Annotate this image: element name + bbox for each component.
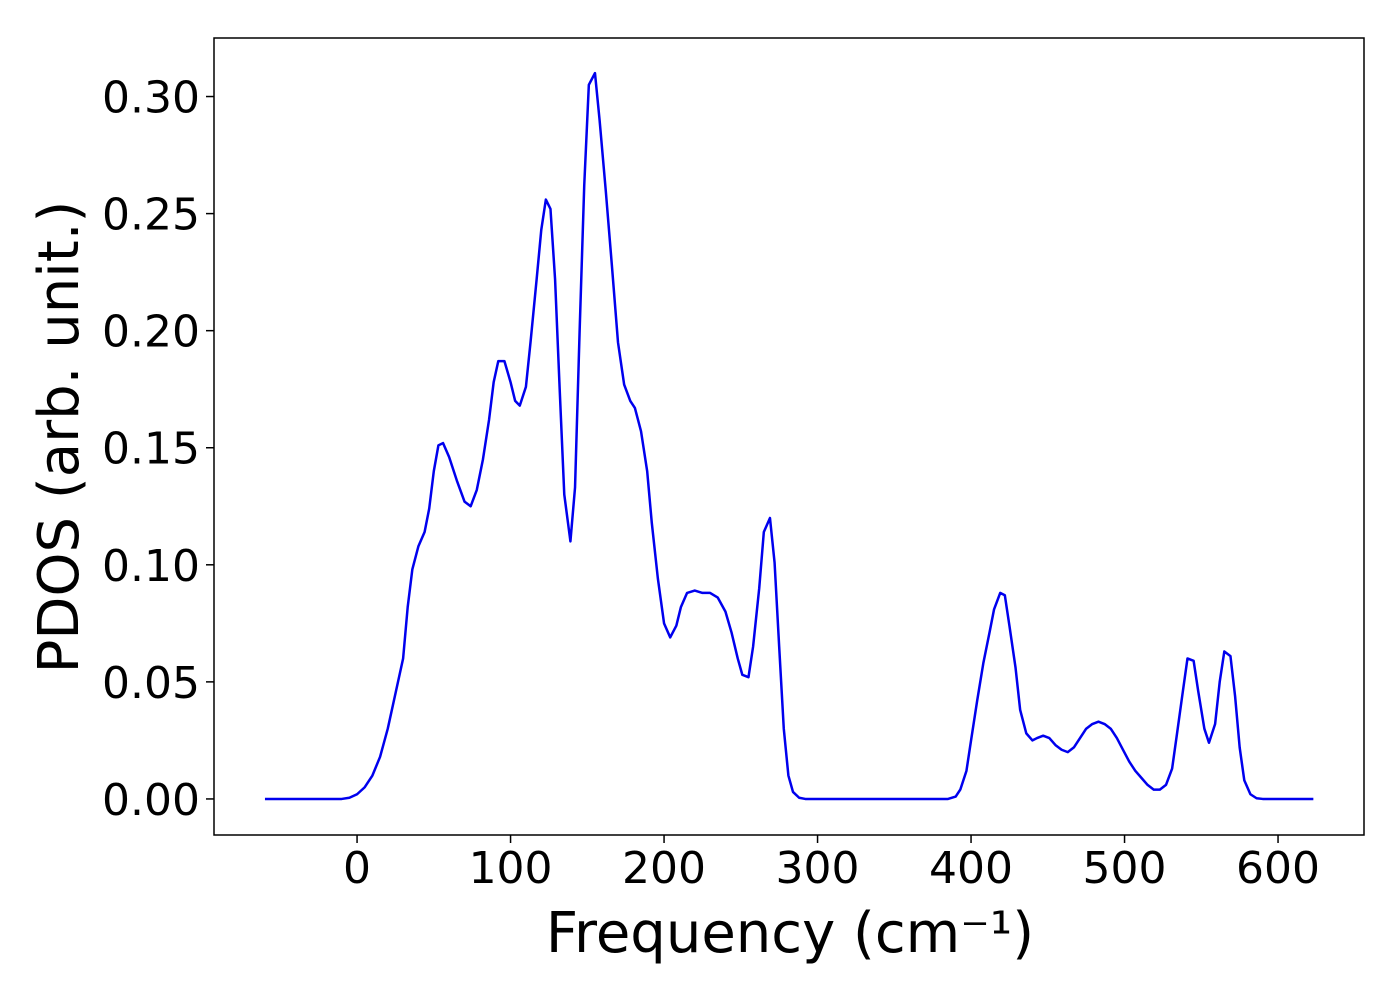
x-axis-label: Frequency (cm⁻¹) — [546, 901, 1034, 966]
y-tick-label: 0.30 — [102, 73, 200, 124]
plot-frame — [213, 37, 1365, 836]
x-tick-label: 600 — [1236, 843, 1320, 894]
x-tick-label: 100 — [469, 843, 553, 894]
y-tick-label: 0.05 — [102, 658, 200, 709]
x-tick-label: 0 — [343, 843, 371, 894]
x-tick-label: 300 — [776, 843, 860, 894]
y-tick-label: 0.10 — [102, 541, 200, 592]
data-line — [264, 71, 1314, 801]
y-tick-label: 0.25 — [102, 190, 200, 241]
y-tick-label: 0.20 — [102, 307, 200, 358]
y-tick-label: 0.00 — [102, 775, 200, 826]
x-tick-label: 200 — [622, 843, 706, 894]
x-tick-label: 400 — [929, 843, 1013, 894]
y-tick-label: 0.15 — [102, 424, 200, 475]
x-tick-label: 500 — [1083, 843, 1167, 894]
y-axis-label: PDOS (arb. unit.) — [27, 201, 92, 674]
